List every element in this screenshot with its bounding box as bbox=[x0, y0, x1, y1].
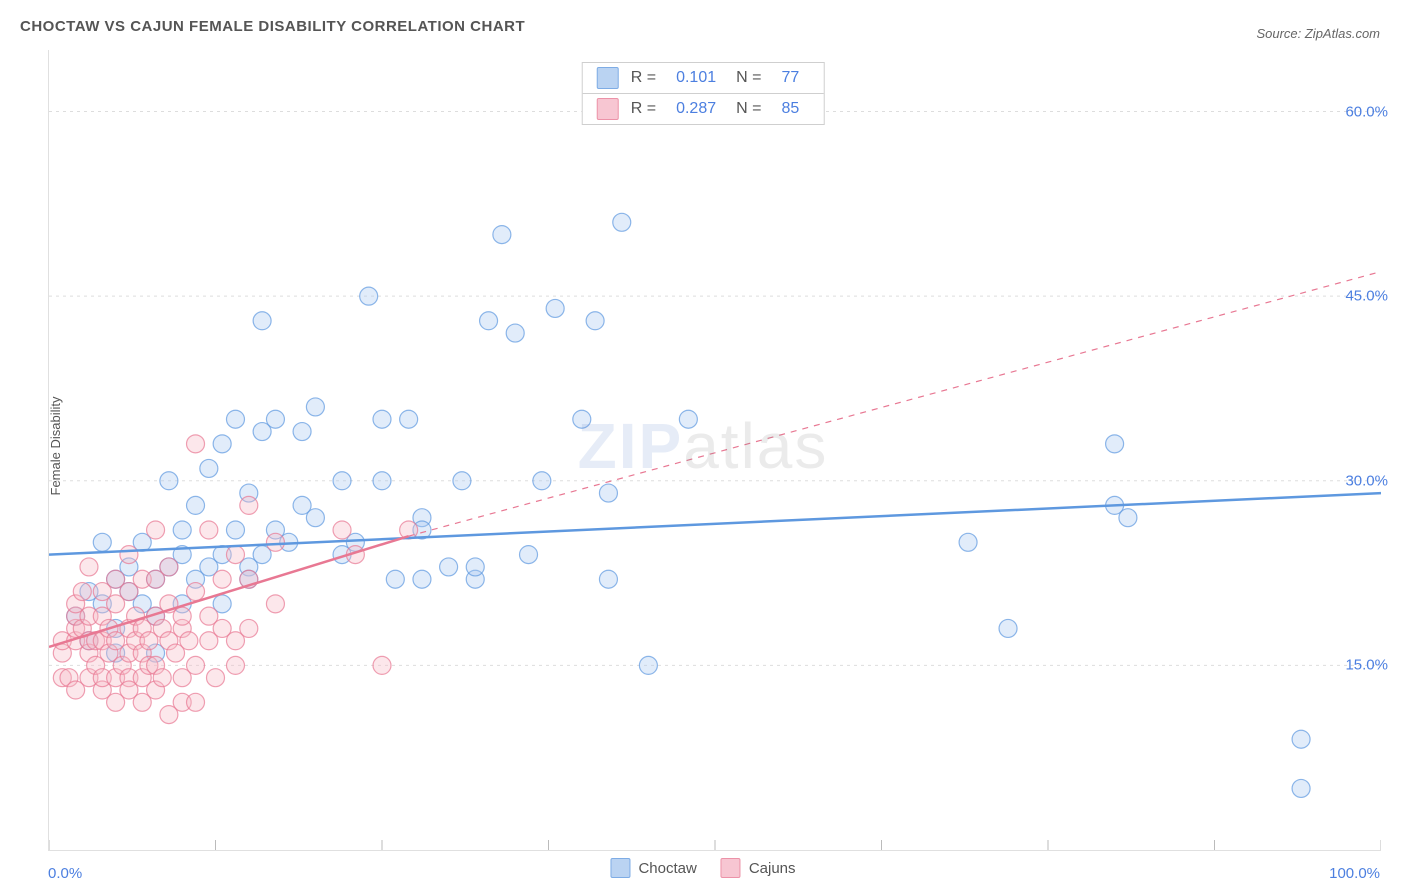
legend-n-label: N = bbox=[736, 69, 761, 87]
y-tick-label: 15.0% bbox=[1345, 657, 1388, 674]
legend-series-label: Choctaw bbox=[638, 860, 696, 877]
legend-n-value: 77 bbox=[781, 69, 799, 87]
legend-swatch bbox=[597, 67, 619, 89]
legend-series-item: Choctaw bbox=[610, 858, 696, 878]
chart-container: CHOCTAW VS CAJUN FEMALE DISABILITY CORRE… bbox=[0, 0, 1406, 892]
legend-series-label: Cajuns bbox=[749, 860, 796, 877]
legend-n-value: 85 bbox=[781, 100, 799, 118]
legend-stats: R = 0.101 N = 77 R = 0.287 N = 85 bbox=[582, 62, 825, 125]
legend-r-label: R = bbox=[631, 100, 656, 118]
chart-title: CHOCTAW VS CAJUN FEMALE DISABILITY CORRE… bbox=[20, 18, 525, 35]
y-tick-label: 60.0% bbox=[1345, 103, 1388, 120]
legend-stat-row: R = 0.287 N = 85 bbox=[583, 94, 824, 124]
legend-r-value: 0.101 bbox=[676, 69, 716, 87]
legend-swatch bbox=[721, 858, 741, 878]
y-tick-label: 45.0% bbox=[1345, 288, 1388, 305]
legend-stat-row: R = 0.101 N = 77 bbox=[583, 63, 824, 94]
legend-r-value: 0.287 bbox=[676, 100, 716, 118]
y-tick-label: 30.0% bbox=[1345, 472, 1388, 489]
x-tick-label: 100.0% bbox=[1329, 865, 1380, 882]
legend-series-item: Cajuns bbox=[721, 858, 796, 878]
legend-swatch bbox=[597, 98, 619, 120]
x-tick-label: 0.0% bbox=[48, 865, 82, 882]
scatter-plot bbox=[48, 50, 1381, 851]
legend-r-label: R = bbox=[631, 69, 656, 87]
source-label: Source: ZipAtlas.com bbox=[1256, 26, 1380, 41]
legend-n-label: N = bbox=[736, 100, 761, 118]
legend-swatch bbox=[610, 858, 630, 878]
legend-series: Choctaw Cajuns bbox=[610, 858, 795, 878]
